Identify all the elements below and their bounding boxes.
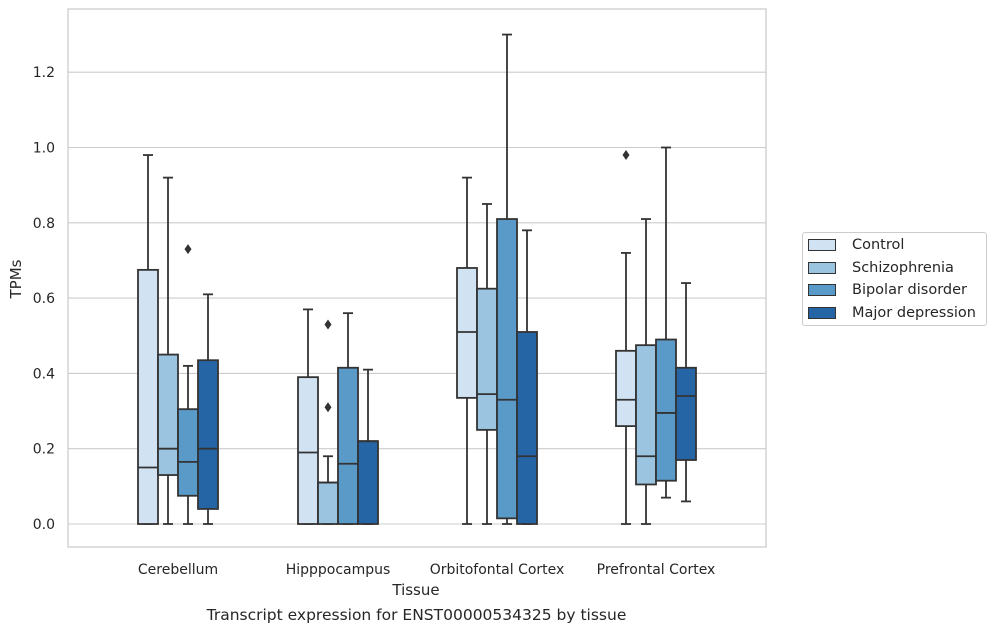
box xyxy=(476,287,498,431)
y-tick-label: 1.0 xyxy=(33,141,55,157)
box xyxy=(496,218,518,520)
box xyxy=(615,349,637,428)
box xyxy=(357,440,379,525)
y-tick-label: 0.4 xyxy=(33,366,55,382)
box xyxy=(157,353,179,476)
legend-item-control: Control xyxy=(808,235,904,255)
legend-swatch-schizophrenia xyxy=(808,262,836,274)
box xyxy=(456,267,478,399)
outlier-point xyxy=(324,319,332,330)
x-tick-label: Orbitofontal Cortex xyxy=(430,562,565,578)
legend-item-major-depression: Major depression xyxy=(808,303,976,323)
x-axis-label: Tissue xyxy=(391,581,439,599)
y-tick-labels: 0.0 0.2 0.4 0.6 0.8 1.0 1.2 xyxy=(33,65,55,533)
box xyxy=(297,376,319,525)
legend-swatch-major-depression xyxy=(808,307,836,319)
box xyxy=(317,481,339,525)
y-tick-label: 0.2 xyxy=(33,442,55,458)
box xyxy=(655,338,677,482)
box xyxy=(635,344,657,486)
box xyxy=(137,268,159,525)
legend-label-major-depression: Major depression xyxy=(852,305,976,321)
y-tick-label: 0.6 xyxy=(33,291,55,307)
box xyxy=(337,366,359,525)
outlier-point xyxy=(324,402,332,413)
y-tick-label: 0.0 xyxy=(33,517,55,533)
box xyxy=(177,408,199,497)
legend-item-schizophrenia: Schizophrenia xyxy=(808,258,954,278)
legend-label-bipolar-disorder: Bipolar disorder xyxy=(852,282,967,298)
x-tick-label: Prefrontal Cortex xyxy=(597,562,716,578)
outlier-point xyxy=(622,150,630,161)
legend-swatch-control xyxy=(808,239,836,251)
x-tick-labels: Cerebellum Hipppocampus Orbitofontal Corte… xyxy=(138,562,715,578)
series-major-depression xyxy=(197,229,697,525)
legend-swatch-bipolar-disorder xyxy=(808,284,836,296)
chart-legend: Control Schizophrenia Bipolar disorder M… xyxy=(802,232,987,326)
series-bipolar-disorder xyxy=(177,33,677,525)
box-series xyxy=(137,33,697,525)
legend-item-bipolar-disorder: Bipolar disorder xyxy=(808,280,967,300)
box xyxy=(516,331,538,525)
legend-label-control: Control xyxy=(852,237,905,253)
legend-label-schizophrenia: Schizophrenia xyxy=(852,260,954,276)
x-tick-label: Cerebellum xyxy=(138,562,218,578)
box xyxy=(675,366,697,461)
chart-caption: Transcript expression for ENST0000053432… xyxy=(206,606,627,624)
x-tick-label: Hipppocampus xyxy=(286,562,391,578)
plot-frame xyxy=(67,8,767,548)
outlier-point xyxy=(184,244,192,255)
y-tick-label: 0.8 xyxy=(33,216,55,232)
y-tick-label: 1.2 xyxy=(33,65,55,81)
series-schizophrenia xyxy=(157,176,657,525)
y-axis-label: TPMs xyxy=(7,259,25,299)
box xyxy=(197,359,219,510)
